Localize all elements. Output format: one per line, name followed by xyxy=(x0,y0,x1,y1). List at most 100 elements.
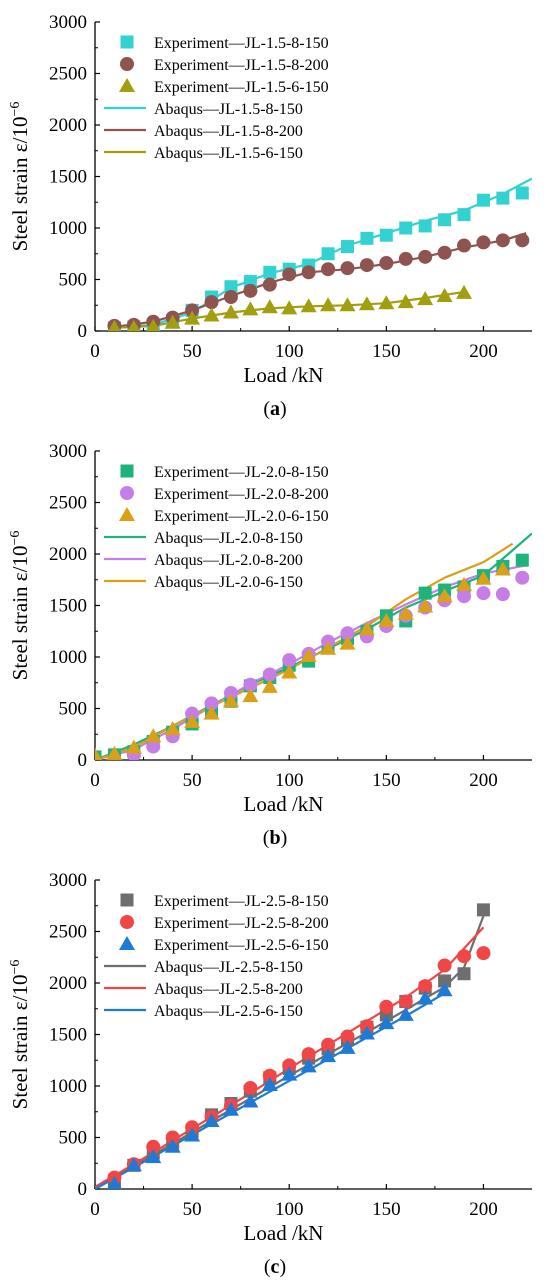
data-point xyxy=(418,219,432,233)
data-point xyxy=(456,284,473,299)
y-tick-label: 2000 xyxy=(49,973,87,994)
plot-area xyxy=(95,532,532,760)
data-point xyxy=(515,233,530,248)
series-markers xyxy=(106,982,453,1189)
data-point xyxy=(204,696,219,711)
data-point xyxy=(397,605,414,620)
data-point xyxy=(184,310,201,325)
data-point xyxy=(125,739,142,754)
data-point xyxy=(145,1149,162,1164)
y-axis-title: Steel strain ε/10−6 xyxy=(8,960,32,1110)
data-point xyxy=(436,982,453,997)
legend-label: Abaqus—JL-2.0-8-150 xyxy=(154,530,303,547)
data-point xyxy=(222,693,239,708)
legend-label: Abaqus—JL-2.0-6-150 xyxy=(154,574,303,591)
data-point xyxy=(340,626,355,641)
data-point xyxy=(321,1037,336,1052)
data-point xyxy=(436,287,453,302)
x-axis-title: Load /kN xyxy=(244,1221,324,1245)
legend-label: Abaqus—JL-2.5-6-150 xyxy=(154,1003,303,1020)
legend-label: Abaqus—JL-1.5-8-200 xyxy=(154,123,303,140)
data-point xyxy=(282,653,297,668)
series-markers xyxy=(126,570,530,760)
y-tick-label: 1500 xyxy=(49,1025,87,1046)
data-point xyxy=(146,318,161,331)
data-point xyxy=(263,265,277,279)
data-point xyxy=(418,979,433,994)
data-point xyxy=(378,295,395,310)
legend-label: Abaqus—JL-1.5-6-150 xyxy=(154,145,303,162)
series-markers xyxy=(107,946,491,1185)
panel-label: (b) xyxy=(263,827,287,849)
data-point xyxy=(243,283,258,298)
data-point xyxy=(496,191,510,205)
data-point xyxy=(438,974,452,988)
x-tick-label: 100 xyxy=(275,770,304,791)
data-point xyxy=(358,621,375,636)
x-tick-label: 50 xyxy=(183,770,202,791)
x-axis-title: Load /kN xyxy=(244,363,324,387)
legend-swatch xyxy=(120,464,134,478)
data-point xyxy=(203,705,220,720)
x-tick-label: 0 xyxy=(90,770,100,791)
data-point xyxy=(320,640,337,655)
data-point xyxy=(146,739,161,754)
data-point xyxy=(282,267,297,282)
data-point xyxy=(301,1047,316,1062)
data-point xyxy=(127,319,141,331)
data-point xyxy=(437,958,452,973)
x-tick-label: 150 xyxy=(372,770,401,791)
data-point xyxy=(476,586,491,601)
data-point xyxy=(418,586,432,600)
y-tick-label: 2500 xyxy=(49,64,87,85)
x-tick-label: 200 xyxy=(469,1199,498,1220)
data-point xyxy=(495,233,510,248)
data-point xyxy=(125,1157,142,1172)
data-point xyxy=(515,570,530,585)
data-point xyxy=(417,990,434,1005)
series-markers xyxy=(107,233,530,331)
legend-swatch xyxy=(120,486,134,500)
legend-label: Abaqus—JL-2.0-8-200 xyxy=(154,552,303,569)
data-point xyxy=(398,994,413,1009)
data-point xyxy=(417,598,434,613)
data-point xyxy=(243,677,258,692)
data-point xyxy=(301,265,316,280)
y-tick-label: 0 xyxy=(78,750,88,771)
legend-swatch xyxy=(119,78,135,92)
data-point xyxy=(359,258,374,273)
data-point xyxy=(339,635,356,650)
x-tick-label: 0 xyxy=(90,341,100,362)
y-tick-label: 2000 xyxy=(49,115,87,136)
data-point xyxy=(378,1015,395,1030)
data-point xyxy=(476,946,491,961)
data-point xyxy=(379,999,394,1014)
data-point xyxy=(223,290,238,305)
data-point xyxy=(185,706,200,721)
panel-label: (c) xyxy=(264,1256,286,1278)
x-tick-label: 100 xyxy=(275,341,304,362)
data-point xyxy=(320,1048,337,1063)
series-markers xyxy=(108,284,473,331)
data-point xyxy=(476,193,490,207)
data-point xyxy=(379,228,393,242)
data-point xyxy=(145,728,162,743)
data-point xyxy=(261,299,278,314)
legend-label: Experiment—JL-2.0-8-200 xyxy=(154,486,329,503)
data-point xyxy=(184,713,201,728)
data-point xyxy=(185,1120,200,1135)
legend-label: Experiment—JL-1.5-6-150 xyxy=(154,79,329,96)
y-axis-title-text: Steel strain ε/10 xyxy=(8,546,32,681)
x-tick-label: 200 xyxy=(469,341,498,362)
y-axis-title-text: Steel strain ε/10 xyxy=(8,975,32,1110)
data-point xyxy=(282,1058,297,1073)
data-point xyxy=(242,1093,259,1108)
legend-label: Experiment—JL-2.5-8-200 xyxy=(154,915,329,932)
y-tick-label: 2500 xyxy=(49,493,87,514)
data-point xyxy=(281,300,298,315)
y-axis-title-text: Steel strain ε/10 xyxy=(8,117,32,252)
data-point xyxy=(185,303,200,318)
series-markers xyxy=(95,561,511,760)
